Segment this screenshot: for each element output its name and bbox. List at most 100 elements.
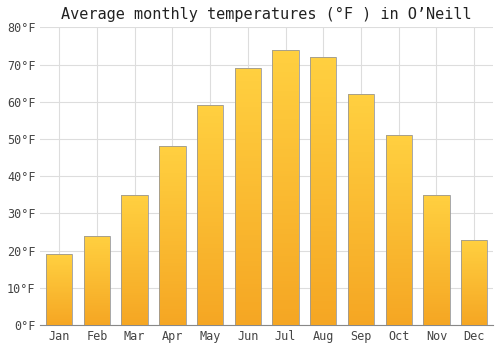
Bar xyxy=(348,265,374,267)
Bar xyxy=(234,302,261,304)
Bar xyxy=(424,238,450,239)
Bar xyxy=(310,264,336,266)
Bar xyxy=(46,323,72,324)
Bar xyxy=(84,247,110,248)
Bar xyxy=(234,315,261,317)
Bar xyxy=(122,250,148,251)
Bar xyxy=(46,292,72,293)
Bar xyxy=(159,264,186,266)
Bar xyxy=(159,320,186,322)
Bar xyxy=(272,309,299,312)
Bar xyxy=(234,174,261,176)
Bar xyxy=(272,94,299,97)
Bar xyxy=(122,226,148,228)
Bar xyxy=(424,248,450,250)
Bar xyxy=(461,251,487,252)
Bar xyxy=(424,230,450,231)
Bar xyxy=(272,110,299,113)
Bar xyxy=(348,249,374,251)
Bar xyxy=(386,259,412,261)
Bar xyxy=(84,300,110,301)
Bar xyxy=(46,293,72,294)
Bar xyxy=(310,78,336,81)
Bar xyxy=(84,314,110,315)
Bar xyxy=(197,125,224,127)
Bar xyxy=(310,130,336,132)
Bar xyxy=(386,162,412,164)
Bar xyxy=(197,193,224,196)
Bar xyxy=(461,304,487,306)
Bar xyxy=(234,78,261,81)
Bar xyxy=(348,231,374,233)
Bar xyxy=(386,284,412,285)
Bar xyxy=(348,127,374,129)
Bar xyxy=(84,319,110,320)
Bar xyxy=(461,284,487,285)
Bar xyxy=(424,226,450,228)
Bar xyxy=(197,121,224,123)
Bar xyxy=(310,266,336,269)
Bar xyxy=(386,181,412,183)
Bar xyxy=(159,275,186,277)
Bar xyxy=(122,272,148,273)
Bar xyxy=(461,319,487,320)
Bar xyxy=(461,296,487,297)
Bar xyxy=(197,105,224,108)
Bar xyxy=(122,251,148,252)
Bar xyxy=(84,295,110,296)
Bar xyxy=(84,306,110,307)
Bar xyxy=(310,202,336,204)
Bar xyxy=(159,152,186,154)
Bar xyxy=(310,170,336,172)
Bar xyxy=(84,317,110,318)
Bar xyxy=(424,215,450,216)
Bar xyxy=(159,175,186,177)
Bar xyxy=(159,182,186,184)
Bar xyxy=(386,321,412,323)
Bar xyxy=(234,246,261,248)
Bar xyxy=(310,280,336,282)
Bar xyxy=(424,262,450,264)
Bar xyxy=(424,320,450,321)
Bar xyxy=(122,298,148,299)
Bar xyxy=(424,244,450,246)
Bar xyxy=(424,220,450,221)
Bar xyxy=(159,195,186,196)
Bar xyxy=(386,172,412,173)
Bar xyxy=(197,235,224,237)
Bar xyxy=(122,222,148,224)
Bar xyxy=(348,205,374,208)
Bar xyxy=(461,297,487,298)
Bar xyxy=(386,135,412,325)
Bar xyxy=(348,219,374,221)
Bar xyxy=(272,132,299,135)
Bar xyxy=(234,253,261,256)
Bar xyxy=(386,190,412,192)
Bar xyxy=(84,253,110,254)
Bar xyxy=(84,318,110,319)
Bar xyxy=(197,253,224,255)
Bar xyxy=(84,290,110,291)
Bar xyxy=(310,62,336,65)
Bar xyxy=(197,281,224,284)
Bar xyxy=(348,150,374,152)
Bar xyxy=(122,319,148,320)
Bar xyxy=(272,226,299,229)
Bar xyxy=(122,280,148,281)
Bar xyxy=(197,306,224,308)
Bar xyxy=(234,292,261,294)
Bar xyxy=(159,220,186,222)
Bar xyxy=(386,280,412,281)
Bar xyxy=(272,157,299,160)
Bar xyxy=(46,256,72,257)
Bar xyxy=(234,269,261,271)
Bar xyxy=(122,233,148,234)
Bar xyxy=(84,291,110,292)
Bar xyxy=(46,310,72,311)
Bar xyxy=(424,250,450,251)
Bar xyxy=(310,304,336,307)
Bar xyxy=(159,239,186,241)
Bar xyxy=(386,135,412,137)
Bar xyxy=(197,248,224,251)
Bar xyxy=(84,271,110,272)
